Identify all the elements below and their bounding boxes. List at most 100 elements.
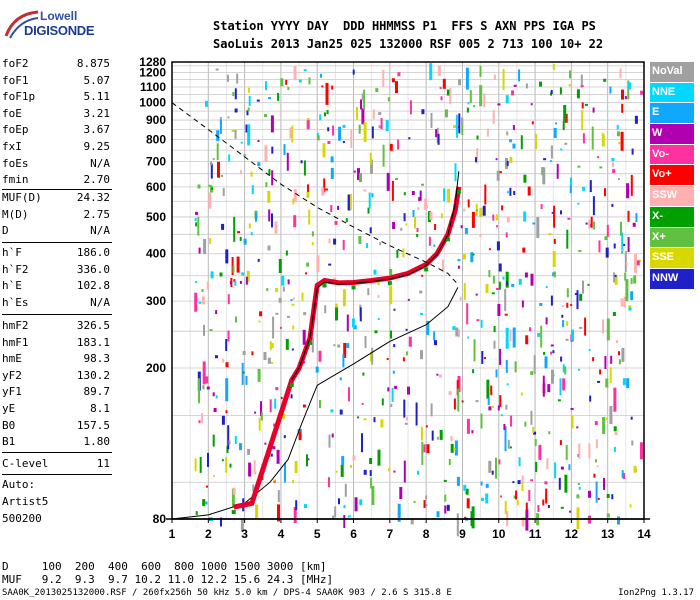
echo-mark [593, 473, 596, 478]
echo-mark [352, 69, 355, 75]
echo-mark [512, 143, 516, 149]
trace-point-x-mode [322, 283, 327, 288]
echo-mark [405, 223, 408, 226]
echo-mark [302, 329, 306, 345]
param-value: 183.1 [76, 335, 110, 349]
echo-mark [578, 368, 580, 371]
series-muf-dashed [171, 102, 460, 286]
param-label: yE [2, 401, 16, 415]
echo-mark [549, 160, 552, 162]
echo-mark [530, 103, 533, 106]
echo-mark [420, 350, 423, 360]
echo-mark [452, 326, 456, 331]
echo-mark [574, 293, 577, 295]
echo-mark [458, 329, 460, 338]
echo-mark [434, 340, 437, 346]
echo-mark [248, 95, 251, 106]
echo-mark [475, 209, 478, 212]
echo-mark [562, 121, 565, 131]
echo-mark [565, 338, 569, 341]
echo-mark [403, 460, 406, 483]
echo-mark [255, 504, 259, 520]
echo-mark [473, 105, 475, 108]
echo-mark [582, 280, 584, 294]
echo-mark [359, 499, 363, 506]
echo-mark [257, 258, 260, 262]
echo-mark [303, 312, 307, 316]
echo-mark [413, 500, 416, 503]
x-tick-label: 13 [601, 527, 615, 541]
echo-mark [347, 194, 351, 211]
echo-mark [290, 394, 293, 399]
echo-mark [239, 236, 242, 241]
echo-mark [504, 288, 507, 311]
echo-mark [419, 190, 422, 201]
autoscaling-version: 500200 [2, 512, 42, 525]
echo-mark [507, 191, 509, 194]
echo-mark [334, 303, 338, 311]
echo-mark [247, 124, 251, 146]
echo-mark [377, 279, 380, 286]
echo-mark [369, 458, 373, 464]
echo-mark [614, 274, 617, 277]
echo-mark [284, 462, 286, 483]
echo-mark [371, 486, 375, 505]
echo-mark [506, 160, 509, 166]
echo-mark [292, 297, 295, 300]
echo-mark [421, 441, 424, 465]
echo-mark [199, 456, 202, 473]
echo-mark [349, 194, 352, 210]
echo-mark [198, 247, 201, 254]
echo-mark [447, 188, 451, 203]
echo-mark [239, 443, 242, 451]
echo-mark [471, 430, 474, 434]
echo-mark [298, 429, 302, 441]
echo-mark [251, 351, 254, 356]
echo-mark [550, 295, 553, 306]
echo-mark [463, 253, 466, 260]
echo-mark [604, 356, 607, 369]
echo-mark [221, 223, 225, 230]
echo-mark [267, 190, 271, 203]
legend-item: E [650, 103, 694, 124]
echo-mark [419, 312, 423, 315]
echo-mark [198, 420, 201, 424]
echo-mark [588, 219, 591, 229]
y-tick-label: 700 [146, 154, 166, 168]
echo-mark [263, 352, 267, 360]
param-label: MUF(D) [2, 191, 42, 204]
echo-mark [605, 247, 609, 258]
echo-mark [270, 453, 273, 457]
echo-mark [400, 227, 403, 231]
echo-mark [243, 154, 247, 157]
echo-mark [473, 339, 476, 362]
echo-mark [382, 70, 385, 87]
echo-mark [303, 361, 306, 364]
echo-mark [215, 310, 218, 315]
echo-mark [518, 457, 521, 467]
echo-mark [606, 318, 610, 341]
echo-mark [566, 321, 569, 327]
echo-mark [626, 378, 630, 389]
echo-mark [446, 89, 450, 96]
echo-mark [555, 122, 558, 125]
echo-mark [367, 207, 370, 214]
echo-mark [234, 436, 237, 444]
echo-mark [504, 426, 507, 452]
autoscaling-software: Artist5 [2, 495, 49, 508]
echo-mark [412, 210, 415, 217]
echo-mark [219, 272, 223, 277]
echo-mark [450, 436, 453, 442]
echo-mark [520, 392, 523, 396]
echo-mark [553, 271, 556, 278]
echo-mark [330, 167, 334, 179]
echo-mark [609, 86, 612, 94]
echo-mark [466, 107, 469, 113]
echo-mark [507, 439, 510, 449]
echo-mark [303, 69, 307, 72]
echo-mark [538, 444, 542, 460]
param-row: B0 157.5 [2, 418, 110, 435]
echo-mark [540, 204, 543, 210]
echo-mark [277, 92, 280, 101]
echo-mark [270, 361, 274, 364]
